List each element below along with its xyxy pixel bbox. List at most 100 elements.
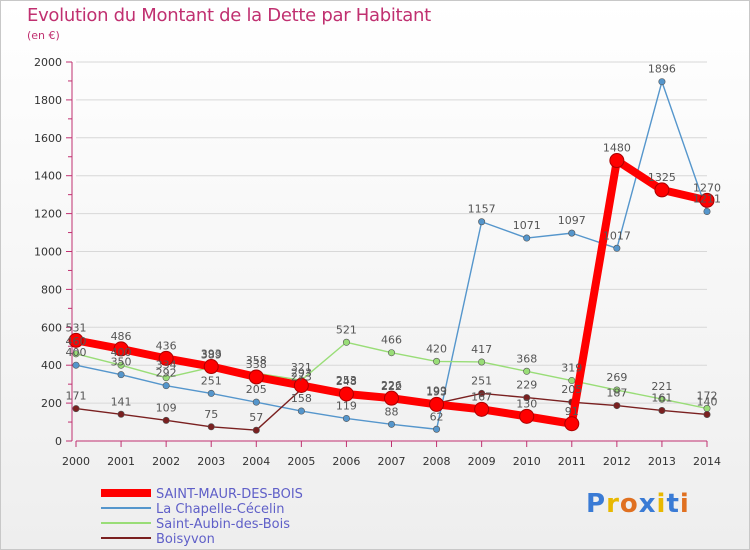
data-label: 221 — [651, 380, 672, 393]
data-point — [252, 398, 260, 406]
y-tick-label: 400 — [41, 359, 62, 372]
data-point — [474, 401, 490, 417]
data-point — [117, 371, 125, 379]
data-label: 389 — [201, 348, 222, 361]
data-label: 460 — [66, 335, 87, 348]
data-label: 338 — [246, 358, 267, 371]
data-point — [293, 377, 309, 393]
data-point — [252, 426, 260, 434]
x-tick-label: 2013 — [648, 455, 676, 468]
data-label: 109 — [156, 401, 177, 414]
data-label: 222 — [381, 380, 402, 393]
x-tick-label: 2005 — [287, 455, 315, 468]
data-label: 486 — [111, 330, 132, 343]
y-tick-label: 1200 — [34, 208, 62, 221]
data-label: 205 — [246, 383, 267, 396]
data-label: 321 — [291, 361, 312, 374]
x-tick-label: 2012 — [603, 455, 631, 468]
data-label: 140 — [697, 395, 718, 408]
data-label: 88 — [385, 405, 399, 418]
y-tick-label: 1000 — [34, 246, 62, 259]
data-point — [568, 229, 576, 237]
data-point — [342, 338, 350, 346]
data-label: 400 — [66, 346, 87, 359]
data-point — [658, 406, 666, 414]
data-point — [613, 402, 621, 410]
data-label: 248 — [336, 375, 357, 388]
data-point — [429, 396, 445, 412]
x-tick-label: 2004 — [242, 455, 270, 468]
data-point — [342, 414, 350, 422]
data-point — [609, 153, 625, 169]
y-tick-label: 600 — [41, 321, 62, 334]
data-label: 1071 — [513, 219, 541, 232]
data-point — [564, 416, 580, 432]
x-tick-label: 2003 — [197, 455, 225, 468]
y-tick-label: 1800 — [34, 94, 62, 107]
data-label: 400 — [111, 346, 132, 359]
data-point — [207, 389, 215, 397]
data-label: 75 — [204, 408, 218, 421]
data-point — [162, 374, 170, 382]
y-tick-label: 0 — [55, 435, 62, 448]
data-point — [297, 407, 305, 415]
data-point — [478, 389, 486, 397]
data-label: 436 — [156, 339, 177, 352]
data-point — [72, 361, 80, 369]
data-point — [72, 405, 80, 413]
data-label: 292 — [156, 367, 177, 380]
logo-letter: i — [656, 489, 667, 519]
logo-letter: t — [666, 489, 680, 519]
data-point — [248, 369, 264, 385]
x-tick-label: 2001 — [107, 455, 135, 468]
data-point — [654, 182, 670, 198]
data-label: 91 — [565, 405, 579, 418]
data-label: 420 — [426, 342, 447, 355]
data-label: 251 — [471, 374, 492, 387]
data-label: 350 — [111, 356, 132, 369]
y-tick-label: 800 — [41, 283, 62, 296]
data-label: 229 — [516, 379, 537, 392]
data-label: 193 — [426, 385, 447, 398]
data-label: 1325 — [648, 171, 676, 184]
data-label: 1270 — [693, 181, 721, 194]
legend-label: Boisyvon — [156, 532, 215, 547]
data-label: 293 — [291, 366, 312, 379]
data-point — [523, 234, 531, 242]
data-label: 1480 — [603, 142, 631, 155]
x-tick-label: 2014 — [693, 455, 721, 468]
data-point — [68, 332, 84, 348]
x-tick-label: 2006 — [332, 455, 360, 468]
data-label: 1097 — [558, 214, 586, 227]
data-label: 199 — [426, 384, 447, 397]
x-tick-label: 2010 — [513, 455, 541, 468]
x-tick-label: 2002 — [152, 455, 180, 468]
data-point — [384, 390, 399, 406]
logo-letter: x — [638, 489, 657, 519]
x-tick-label: 2008 — [423, 455, 451, 468]
legend-label: La Chapelle-Cécelin — [156, 502, 284, 517]
data-label: 141 — [111, 395, 132, 408]
data-label: 1017 — [603, 229, 631, 242]
proxiti-logo: Proxiti — [586, 489, 690, 519]
data-label: 130 — [516, 397, 537, 410]
data-label: 158 — [291, 392, 312, 405]
data-point — [433, 357, 441, 365]
x-tick-label: 2009 — [468, 455, 496, 468]
data-label: 172 — [697, 389, 718, 402]
data-point — [113, 341, 129, 357]
data-point — [158, 350, 174, 366]
data-point — [699, 192, 715, 208]
data-point — [703, 410, 711, 418]
data-point — [658, 395, 666, 403]
data-point — [117, 361, 125, 369]
legend-label: Saint-Aubin-des-Bois — [156, 517, 290, 532]
data-point — [523, 394, 531, 402]
x-tick-label: 2000 — [62, 455, 90, 468]
data-label: 171 — [66, 390, 87, 403]
data-label: 273 — [291, 370, 312, 383]
data-point — [162, 416, 170, 424]
data-label: 1157 — [468, 203, 496, 216]
